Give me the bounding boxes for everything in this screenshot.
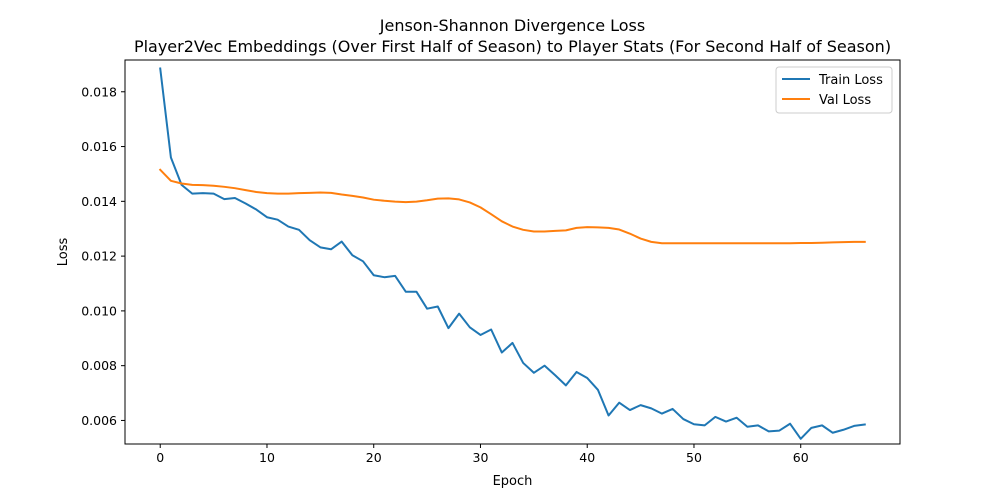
y-tick-label: 0.010 — [81, 303, 117, 318]
y-tick-label: 0.012 — [81, 249, 117, 264]
y-tick-label: 0.014 — [81, 194, 117, 209]
series-layer — [158, 67, 866, 440]
chart-subtitle: Player2Vec Embeddings (Over First Half o… — [134, 37, 891, 56]
series-line-val-loss — [158, 168, 866, 245]
series-line-train-loss — [159, 67, 866, 440]
x-tick-label: 50 — [686, 450, 702, 465]
chart-title: Jenson-Shannon Divergence Loss — [379, 16, 645, 35]
y-tick-label: 0.006 — [81, 413, 117, 428]
x-tick-label: 30 — [473, 450, 489, 465]
x-tick-label: 60 — [793, 450, 809, 465]
x-tick-label: 20 — [366, 450, 382, 465]
y-axis-label: Loss — [56, 238, 71, 267]
y-tick-label: 0.016 — [81, 139, 117, 154]
x-tick-label: 40 — [579, 450, 595, 465]
legend: Train Loss Val Loss — [775, 66, 893, 114]
legend-label-val-loss: Val Loss — [819, 93, 871, 108]
x-tick-label: 10 — [259, 450, 275, 465]
x-axis-label: Epoch — [493, 474, 533, 489]
x-axis-ticks: 0 10 20 30 40 50 60 — [156, 444, 809, 465]
y-axis-ticks: 0.006 0.008 0.010 0.012 0.014 0.016 0.018 — [81, 84, 125, 428]
x-tick-label: 0 — [156, 450, 164, 465]
y-tick-label: 0.008 — [81, 358, 117, 373]
y-tick-label: 0.018 — [81, 84, 117, 99]
legend-label-train-loss: Train Loss — [818, 73, 883, 88]
plot-area-frame — [124, 59, 901, 445]
